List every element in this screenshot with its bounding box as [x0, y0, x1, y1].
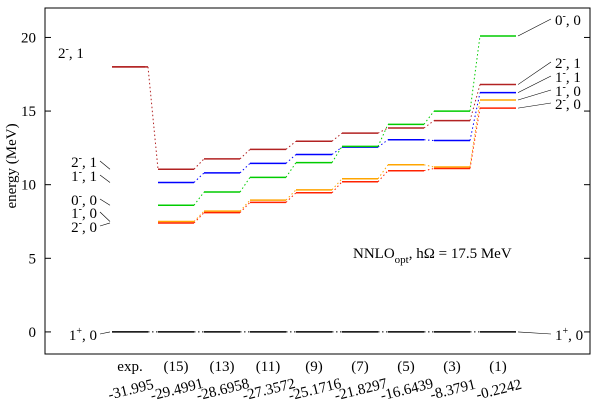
plot-frame — [44, 7, 591, 355]
right-state-label: 1+, 0 — [555, 326, 583, 344]
connector-2m1 — [147, 66, 159, 170]
column-label: (15) — [164, 359, 189, 375]
connector-1m1 — [423, 139, 435, 142]
connector-2m1 — [423, 120, 435, 129]
connector-2m0 — [285, 192, 297, 203]
column-label: (7) — [351, 359, 369, 375]
left-state-label: 2-, 0 — [71, 218, 97, 236]
annotation-sub: opt — [395, 254, 409, 266]
right-state-label: 0-, 0 — [555, 11, 581, 29]
connector-2m0 — [239, 202, 251, 214]
connector-1m1 — [239, 162, 251, 174]
connector-1m1 — [469, 92, 481, 141]
column-label: exp. — [117, 359, 142, 375]
chart-marks — [112, 35, 516, 333]
annotation-rest: , hΩ = 17.5 MeV — [409, 246, 512, 262]
connector-0m0 — [469, 35, 481, 112]
connector-2m0 — [469, 108, 481, 169]
connector-2m0 — [193, 212, 205, 224]
connector-2m1 — [239, 148, 251, 160]
connector-1m0 — [423, 164, 435, 168]
connector-2m1 — [331, 132, 343, 142]
connector-2m0 — [331, 181, 343, 194]
right-state-label: 1-, 1 — [555, 68, 581, 86]
connector-0m0 — [193, 191, 205, 206]
right-state-label: 1-, 0 — [555, 82, 581, 100]
column-label: (13) — [210, 359, 235, 375]
y-tick-label: 15 — [21, 104, 36, 120]
right-state-label: 2-, 0 — [555, 95, 581, 113]
connector-2m1 — [377, 127, 389, 134]
connector-1m0 — [469, 99, 481, 168]
connector-1m1 — [193, 172, 205, 183]
left-state-label: 2-, 1 — [71, 153, 97, 171]
column-energy-label: -31.995 — [107, 377, 156, 404]
column-label: (5) — [397, 359, 415, 375]
connector-0m0 — [423, 110, 435, 125]
connector-0m0 — [331, 146, 343, 163]
label-leader — [99, 211, 111, 222]
connector-0m0 — [239, 177, 251, 193]
connector-1m0 — [377, 164, 389, 180]
level-labels: 2-, 12-, 11-, 10-, 01-, 02-, 01+, 00-, 0… — [58, 11, 583, 344]
left-state-label: 0-, 0 — [71, 191, 97, 209]
connector-2m0 — [377, 170, 389, 183]
label-leader-right — [517, 75, 552, 93]
connector-1m1 — [377, 139, 389, 148]
y-axis-label: energy (MeV) — [4, 123, 20, 208]
connector-1m0 — [285, 189, 297, 201]
connector-2m0 — [423, 167, 435, 172]
label-leader — [99, 198, 111, 206]
connector-1m0 — [193, 210, 205, 222]
axes: 05101520exp.-31.995(15)-29.4991(13)-28.6… — [21, 7, 591, 405]
left-state-label: 1+, 0 — [69, 326, 97, 344]
annotation: NNLOopt, hΩ = 17.5 MeV — [353, 246, 512, 266]
label-leader — [99, 174, 111, 183]
annotation-base: NNLO — [353, 246, 395, 262]
column-label: (1) — [489, 359, 507, 375]
left-state-label: 2-, 1 — [58, 44, 84, 62]
label-leader — [99, 160, 111, 170]
column-energy-label: -0.2242 — [475, 377, 524, 404]
label-leader-right — [517, 18, 552, 37]
column-label: (9) — [305, 359, 323, 375]
label-leader — [99, 331, 111, 335]
y-tick-label: 5 — [29, 251, 37, 267]
label-leader — [99, 222, 111, 227]
column-label: (11) — [256, 359, 280, 375]
label-leader-right — [517, 331, 552, 335]
label-leader-right — [517, 61, 552, 85]
connector-2m1 — [285, 140, 297, 150]
column-energy-label: -8.3791 — [429, 377, 478, 404]
right-state-label: 2-, 1 — [555, 54, 581, 72]
connector-1m0 — [331, 178, 343, 191]
label-leader-right — [517, 89, 552, 101]
y-tick-label: 0 — [29, 325, 37, 341]
column-energy-label: -16.6439 — [379, 376, 435, 405]
connector-2m1 — [193, 158, 205, 170]
y-tick-label: 10 — [21, 178, 36, 194]
connector-0m0 — [285, 162, 297, 178]
connector-1m1 — [285, 154, 297, 164]
left-state-label: 1-, 1 — [71, 167, 97, 185]
column-label: (3) — [443, 359, 461, 375]
connector-0m0 — [377, 124, 389, 147]
label-leader-right — [517, 102, 552, 109]
connector-1m0 — [239, 199, 251, 212]
left-state-label: 1-, 0 — [71, 204, 97, 222]
y-tick-label: 20 — [21, 30, 36, 46]
